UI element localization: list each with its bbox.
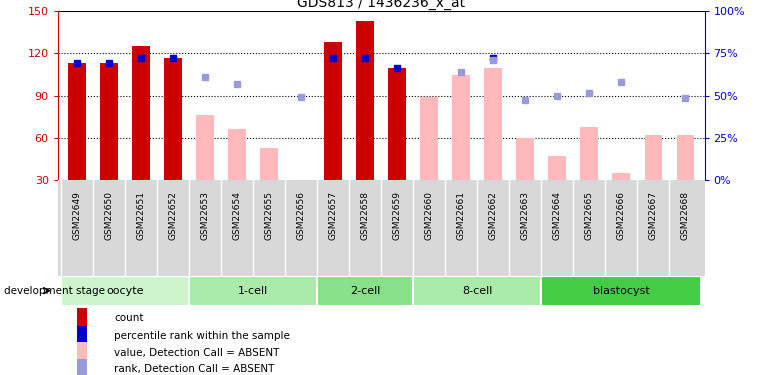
Title: GDS813 / 1436236_x_at: GDS813 / 1436236_x_at (297, 0, 465, 10)
Bar (77, 308, 87, 328)
Bar (541, 276, 701, 306)
Text: GSM22649: GSM22649 (72, 192, 82, 240)
Bar (100, 63, 118, 180)
Text: blastocyst: blastocyst (593, 286, 650, 296)
Bar (132, 46, 150, 180)
Bar (357, 21, 374, 180)
Text: GSM22662: GSM22662 (489, 192, 497, 240)
Bar (548, 156, 566, 180)
Text: GSM22654: GSM22654 (233, 192, 242, 240)
Bar (77, 359, 87, 375)
Bar (388, 68, 406, 180)
Text: rank, Detection Call = ABSENT: rank, Detection Call = ABSENT (114, 364, 274, 375)
Bar (77, 342, 87, 363)
Bar (420, 97, 438, 180)
Bar (413, 276, 541, 306)
Bar (484, 68, 502, 180)
Bar (77, 326, 87, 346)
Bar (69, 63, 85, 180)
Text: oocyte: oocyte (106, 286, 144, 296)
Bar (228, 129, 246, 180)
Text: value, Detection Call = ABSENT: value, Detection Call = ABSENT (114, 348, 280, 358)
Text: GSM22653: GSM22653 (200, 192, 209, 240)
Text: GSM22664: GSM22664 (553, 192, 562, 240)
Bar (581, 127, 598, 180)
Text: GSM22652: GSM22652 (169, 192, 178, 240)
Text: 2-cell: 2-cell (350, 286, 380, 296)
Bar (517, 138, 534, 180)
Bar (644, 135, 662, 180)
Bar (317, 276, 413, 306)
Bar (61, 276, 189, 306)
Text: GSM22666: GSM22666 (617, 192, 626, 240)
Bar (677, 135, 694, 180)
Text: GSM22661: GSM22661 (457, 192, 466, 240)
Bar (164, 58, 182, 180)
Text: GSM22667: GSM22667 (649, 192, 658, 240)
Text: GSM22668: GSM22668 (681, 192, 690, 240)
Text: GSM22651: GSM22651 (136, 192, 146, 240)
Text: 1-cell: 1-cell (238, 286, 268, 296)
Text: GSM22656: GSM22656 (296, 192, 306, 240)
Text: GSM22659: GSM22659 (393, 192, 402, 240)
Text: count: count (114, 313, 143, 323)
Text: GSM22660: GSM22660 (425, 192, 434, 240)
Bar (324, 42, 342, 180)
Text: GSM22657: GSM22657 (329, 192, 337, 240)
Bar (612, 173, 630, 180)
Bar (189, 276, 317, 306)
Text: GSM22665: GSM22665 (584, 192, 594, 240)
Text: 8-cell: 8-cell (462, 286, 492, 296)
Text: GSM22663: GSM22663 (521, 192, 530, 240)
Text: GSM22655: GSM22655 (265, 192, 273, 240)
Bar (453, 75, 470, 180)
Text: percentile rank within the sample: percentile rank within the sample (114, 331, 290, 341)
Bar (196, 116, 214, 180)
Text: GSM22658: GSM22658 (360, 192, 370, 240)
Text: GSM22650: GSM22650 (105, 192, 113, 240)
Text: development stage: development stage (4, 286, 105, 296)
Bar (260, 148, 278, 180)
